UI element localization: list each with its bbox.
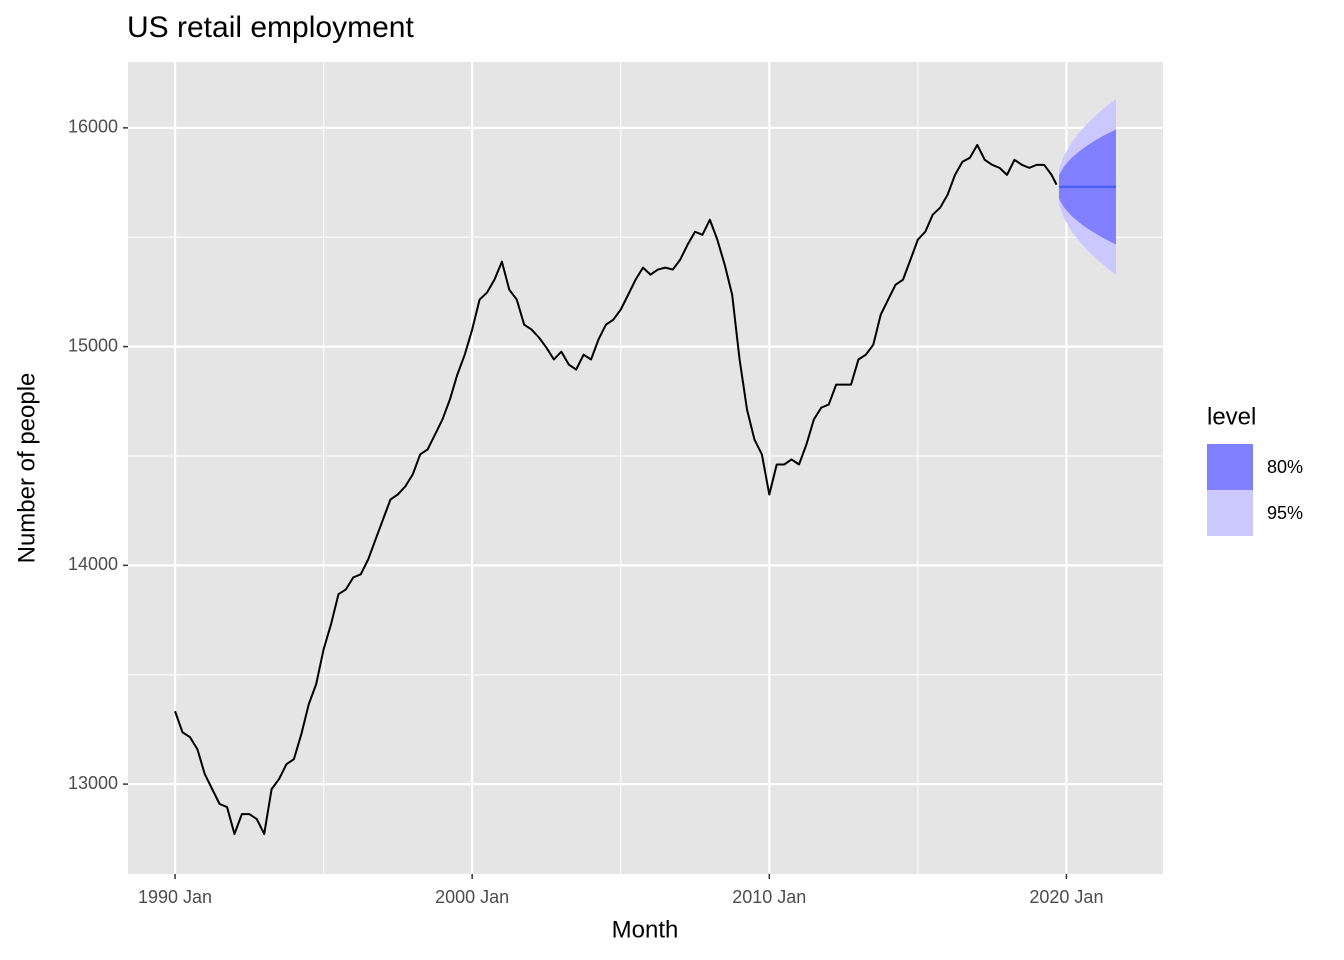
panel bbox=[128, 62, 1163, 874]
legend-key bbox=[1207, 444, 1253, 490]
y-tick-label: 13000 bbox=[68, 773, 118, 793]
x-tick-label: 1990 Jan bbox=[138, 887, 212, 907]
y-axis-title: Number of people bbox=[13, 373, 40, 564]
y-tick-label: 15000 bbox=[68, 335, 118, 355]
chart-title: US retail employment bbox=[127, 11, 414, 44]
legend-title: level bbox=[1207, 403, 1256, 430]
legend-label: 95% bbox=[1267, 503, 1303, 523]
legend-label: 80% bbox=[1267, 457, 1303, 477]
data-line bbox=[174, 143, 1058, 835]
y-tick-label: 14000 bbox=[68, 554, 118, 574]
x-tick-label: 2020 Jan bbox=[1029, 887, 1103, 907]
legend-key bbox=[1207, 490, 1253, 536]
x-axis-title: Month bbox=[612, 916, 679, 943]
y-tick-label: 16000 bbox=[68, 117, 118, 137]
x-tick-label: 2000 Jan bbox=[435, 887, 509, 907]
x-tick-label: 2010 Jan bbox=[732, 887, 806, 907]
